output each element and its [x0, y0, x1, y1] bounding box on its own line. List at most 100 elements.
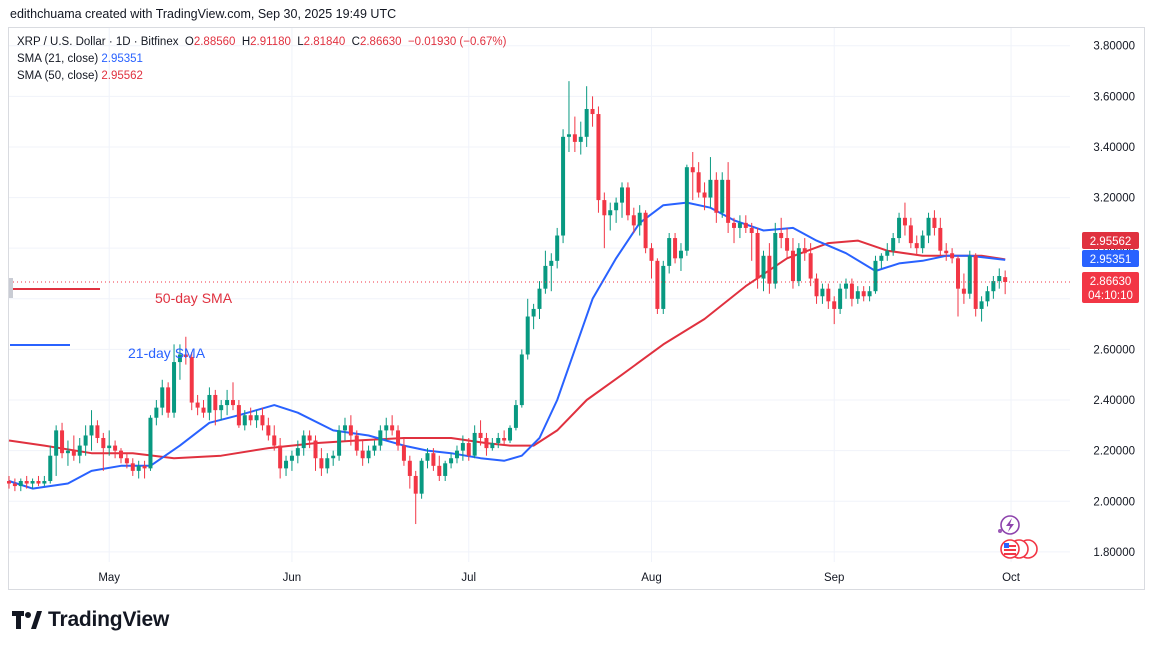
candle-body: [390, 425, 395, 431]
price-tick-label: 1.80000: [1093, 547, 1135, 559]
candle: [956, 255, 961, 317]
low-value: 2.81840: [303, 36, 346, 48]
candle-body: [814, 278, 819, 297]
candle-body: [649, 248, 654, 261]
candle: [637, 205, 642, 236]
tradingview-brand[interactable]: TradingView: [12, 608, 169, 632]
candle: [867, 286, 872, 302]
candle-body: [779, 232, 784, 239]
candle: [490, 437, 495, 451]
candle: [531, 303, 536, 330]
sma21-legend-row[interactable]: SMA (21, close) 2.95351: [17, 51, 506, 68]
candle: [566, 81, 571, 153]
price-tick-label: 3.80000: [1093, 41, 1135, 53]
candle: [18, 478, 23, 492]
candle-body: [195, 402, 200, 408]
candle-body: [737, 222, 742, 228]
candle: [413, 470, 418, 525]
candle: [83, 425, 88, 456]
candle-body: [366, 450, 371, 459]
candle-body: [484, 437, 489, 449]
candle: [702, 182, 707, 211]
candle-body: [773, 232, 778, 284]
candle-body: [702, 192, 707, 198]
price-tick-label: 2.00000: [1093, 496, 1135, 508]
candle: [902, 202, 907, 236]
candle-countdown: 04:10:10: [1088, 290, 1133, 302]
candle-body: [596, 114, 601, 201]
candle: [183, 336, 188, 365]
candle-body: [796, 248, 801, 282]
candle-body: [325, 458, 330, 469]
candle-body: [956, 258, 961, 289]
candle: [961, 273, 966, 304]
candle-body: [985, 291, 990, 302]
candle: [673, 232, 678, 264]
candle-body: [749, 227, 754, 233]
candle-body: [419, 460, 424, 494]
candle: [454, 445, 459, 464]
candle: [614, 197, 619, 223]
candle: [230, 382, 235, 411]
candle: [136, 460, 141, 479]
time-tick-label: Jul: [461, 572, 476, 584]
candle-body: [785, 238, 790, 251]
candle-body: [531, 308, 536, 317]
price-axis[interactable]: 3.800003.600003.400003.200003.000002.800…: [1093, 41, 1135, 559]
time-tick-label: Oct: [1002, 572, 1021, 584]
candle-body: [396, 430, 401, 446]
candle: [437, 455, 442, 482]
chart-frame: [8, 27, 1145, 590]
us-flag-event-icon[interactable]: [1000, 539, 1038, 559]
candle-body: [726, 179, 731, 223]
candle-body: [655, 260, 660, 309]
candle-body: [767, 255, 772, 284]
candle: [342, 417, 347, 441]
candle: [407, 455, 412, 489]
candle: [266, 417, 271, 441]
candle-body: [938, 227, 943, 251]
lightning-event-icon[interactable]: [998, 515, 1020, 535]
candle-body: [661, 265, 666, 309]
candle: [384, 417, 389, 441]
candle-body: [508, 427, 513, 441]
candle-body: [301, 435, 306, 449]
candle: [820, 283, 825, 304]
candle: [855, 286, 860, 304]
sma21-price-tag: 2.95351: [1082, 250, 1139, 267]
candle: [838, 283, 843, 314]
candle: [219, 400, 224, 421]
sma21-label: SMA (21, close): [17, 53, 99, 65]
time-axis[interactable]: May Jun Jul Aug Sep Oct: [98, 572, 1020, 584]
candle-body: [478, 432, 483, 438]
candle: [802, 238, 807, 261]
candle-body: [684, 167, 689, 251]
sma50-legend-row[interactable]: SMA (50, close) 2.95562: [17, 68, 506, 85]
candle: [885, 243, 890, 261]
candle: [631, 207, 636, 233]
symbol-title[interactable]: XRP / U.S. Dollar · 1D · Bitfinex: [17, 36, 179, 48]
close-label: C: [351, 36, 360, 48]
candle: [443, 460, 448, 482]
candle: [466, 437, 471, 461]
candle: [732, 217, 737, 244]
candle-body: [926, 217, 931, 236]
candle: [891, 232, 896, 256]
candle-body: [65, 450, 70, 454]
candle-body: [77, 445, 82, 456]
candle: [472, 425, 477, 459]
candle-body: [12, 483, 17, 487]
candles: [7, 81, 1008, 525]
candle-body: [260, 415, 265, 426]
candle: [749, 222, 754, 261]
candle-body: [631, 215, 636, 226]
candle: [584, 86, 589, 147]
candle: [578, 121, 583, 155]
price-tick-label: 2.60000: [1093, 344, 1135, 356]
candle: [71, 435, 76, 461]
candle: [708, 157, 713, 208]
candle-body: [832, 301, 837, 309]
candle-body: [124, 458, 129, 464]
candle: [950, 248, 955, 264]
